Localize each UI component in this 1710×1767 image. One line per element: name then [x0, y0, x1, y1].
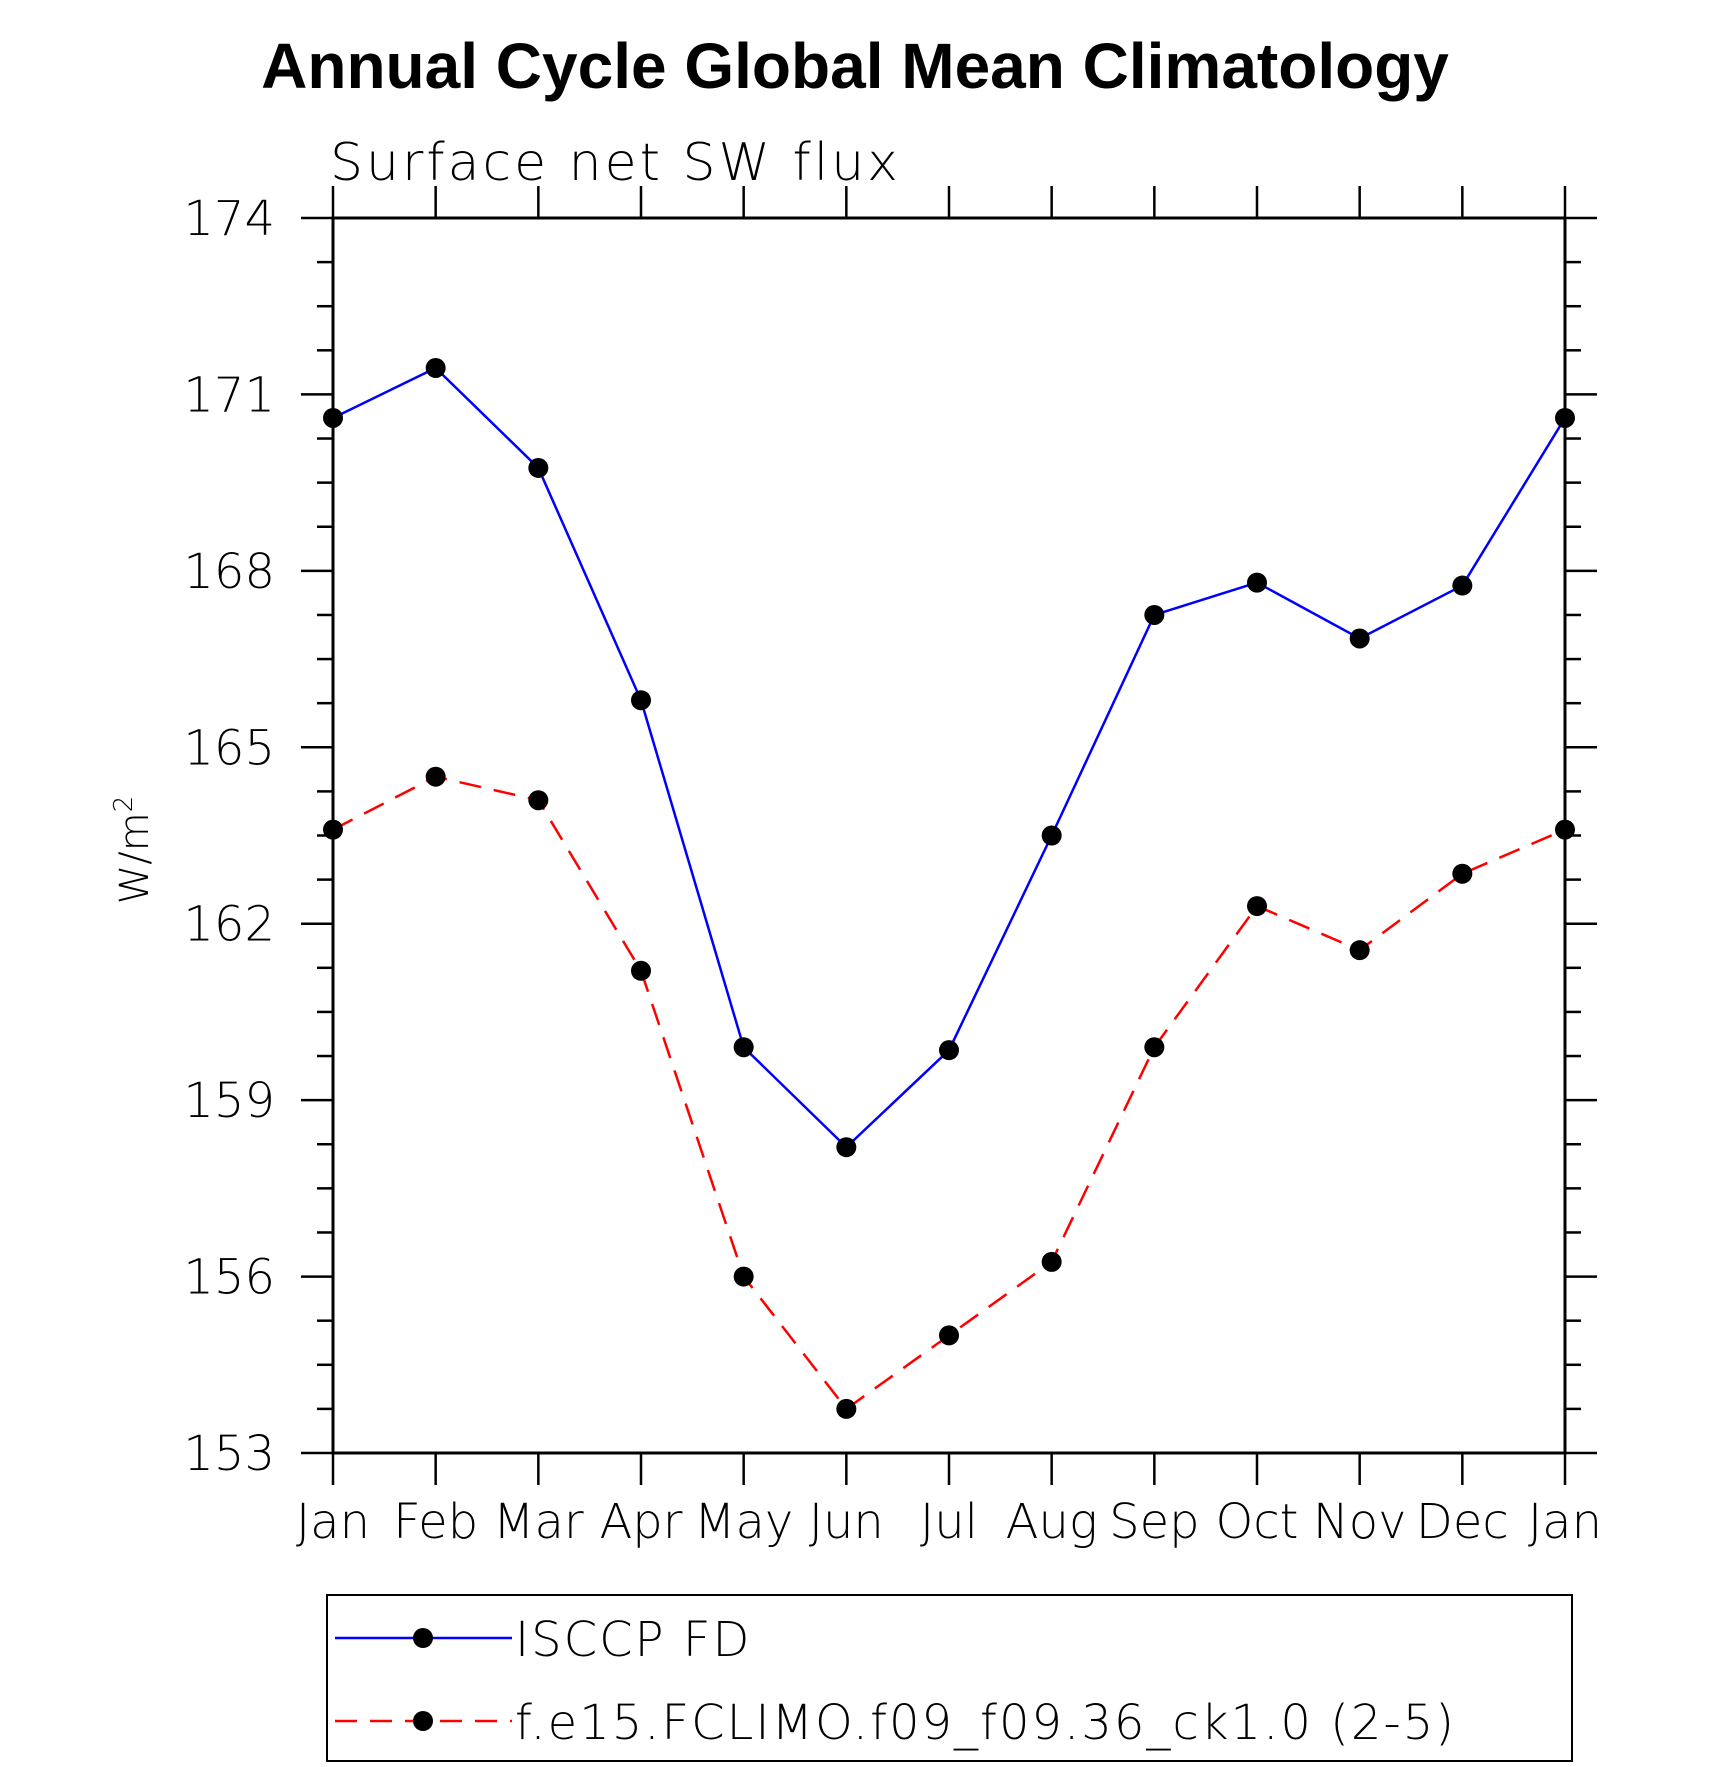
data-point [528, 790, 549, 811]
x-tick-label: Nov [1313, 1494, 1407, 1550]
y-tick-label: 159 [183, 1073, 275, 1129]
data-point [1555, 819, 1575, 840]
y-axis-label: W/m2 [109, 796, 158, 905]
x-tick-label: Jun [809, 1494, 884, 1550]
legend-marker [413, 1711, 433, 1731]
data-point [939, 1325, 959, 1346]
data-point [836, 1137, 857, 1158]
data-point [836, 1398, 857, 1419]
data-point [1041, 825, 1062, 846]
legend-box [326, 1594, 1573, 1762]
y-tick-label: 168 [183, 544, 275, 600]
x-tick-label: Mar [493, 1494, 584, 1550]
x-tick-label: Jan [1528, 1494, 1602, 1550]
data-point [425, 357, 446, 378]
x-tick-label: Feb [393, 1494, 478, 1550]
x-tick-label: Sep [1109, 1494, 1199, 1550]
x-tick-label: May [694, 1494, 793, 1550]
data-point [1144, 604, 1165, 625]
data-point [939, 1040, 959, 1061]
legend-marker [413, 1628, 433, 1648]
y-tick-label: 174 [183, 191, 275, 247]
y-tick-label: 165 [183, 720, 275, 776]
data-point [1247, 896, 1267, 917]
data-point [733, 1266, 754, 1287]
x-tick-label: Dec [1416, 1494, 1509, 1550]
data-point [631, 690, 651, 711]
data-point [1349, 628, 1370, 649]
plot-frame [331, 216, 1567, 1455]
x-tick-label: Jan [296, 1494, 370, 1550]
data-point [733, 1037, 754, 1058]
x-tick-label: Oct [1216, 1494, 1299, 1550]
legend: ISCCP FD f.e15.FCLIMO.f09_f09.36_ck1.0 (2… [326, 1594, 1573, 1762]
data-point [1452, 863, 1473, 884]
data-point [1555, 407, 1575, 428]
data-point [1349, 940, 1370, 961]
chart-title: Annual Cycle Global Mean Climatology [261, 30, 1449, 102]
data-point [1144, 1037, 1165, 1058]
legend-label: ISCCP FD [515, 1612, 751, 1668]
data-point [528, 457, 549, 478]
y-tick-label: 156 [183, 1250, 275, 1306]
x-tick-label: Jul [920, 1494, 978, 1550]
x-tick-label: Apr [599, 1494, 682, 1550]
x-tick-label: Aug [1006, 1494, 1098, 1550]
data-point [323, 819, 343, 840]
y-tick-label: 162 [183, 897, 275, 953]
data-point [323, 407, 343, 428]
data-point [631, 960, 651, 981]
y-tick-label: 153 [183, 1426, 275, 1482]
y-tick-label: 171 [183, 367, 275, 423]
data-point [1041, 1251, 1062, 1272]
axes: 174 171 168 165 162 159 156 153 Jan Feb Mar Apr May J… [183, 186, 1602, 1550]
legend-label: f.e15.FCLIMO.f09_f09.36_ck1.0 (2-5) [515, 1695, 1456, 1751]
series-line-1 [332, 366, 1567, 1149]
series-line-2 [332, 775, 1566, 1411]
data-point [1247, 572, 1267, 593]
chart-subtitle: Surface net SW flux [330, 133, 901, 193]
data-point [425, 766, 446, 787]
data-point [1452, 575, 1473, 596]
plot-area [323, 357, 1575, 1419]
